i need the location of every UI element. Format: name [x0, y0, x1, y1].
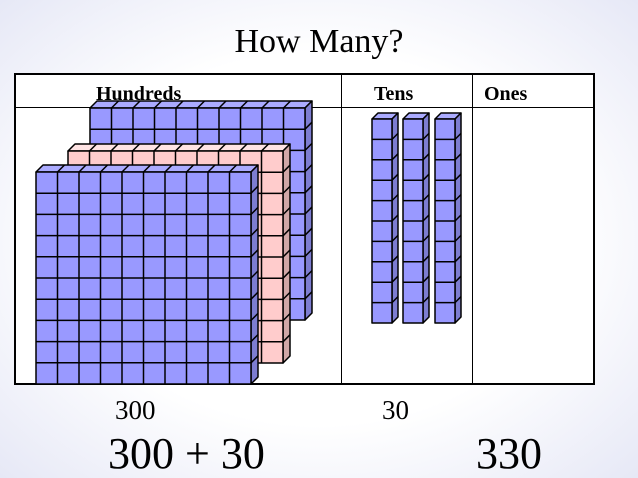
place-value-chart: Hundreds Tens Ones: [14, 73, 595, 385]
column-header-hundreds: Hundreds: [96, 83, 182, 105]
column-divider-tens-ones: [472, 75, 473, 383]
equation-result: 330: [476, 429, 542, 478]
header-divider: [16, 107, 593, 108]
equation-expression: 300 + 30: [108, 429, 265, 478]
column-header-tens: Tens: [374, 83, 414, 105]
column-divider-hundreds-tens: [341, 75, 342, 383]
page-title: How Many?: [234, 23, 404, 60]
hundreds-value: 300: [115, 395, 156, 425]
column-header-ones: Ones: [484, 83, 528, 105]
tens-value: 30: [382, 395, 409, 425]
